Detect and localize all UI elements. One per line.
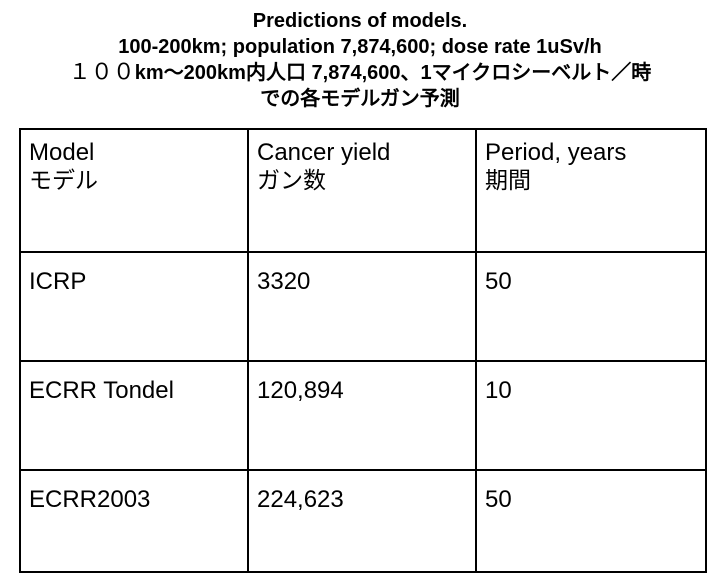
table-row: ECRR2003 224,623 50 — [19, 469, 707, 573]
cell-model: ICRP — [19, 251, 249, 362]
cell-cancer-yield: 3320 — [247, 251, 477, 362]
table-header-row: Model モデル Cancer yield ガン数 Period, years… — [19, 128, 707, 253]
header-model-en: Model — [29, 139, 95, 166]
table-row: ECRR Tondel 120,894 10 — [19, 360, 707, 471]
header-cancer-yield-en: Cancer yield — [257, 139, 391, 166]
model-predictions-table: Model モデル Cancer yield ガン数 Period, years… — [19, 128, 707, 573]
title-line-1: Predictions of models. — [252, 10, 468, 32]
header-period-en: Period, years — [485, 139, 627, 166]
title-line-3-fullwidth-digits: １００ — [68, 60, 135, 85]
table-row: ICRP 3320 50 — [19, 251, 707, 362]
cell-cancer-yield: 224,623 — [247, 469, 477, 573]
header-cell-period: Period, years 期間 — [475, 128, 707, 253]
title-line-4: での各モデルガン予測 — [260, 88, 460, 110]
header-cell-model: Model モデル — [19, 128, 249, 253]
title-line-3-rest: km〜200km内人口 7,874,600、1マイクロシーベルト／時 — [134, 62, 652, 84]
title-line-3: １００km〜200km内人口 7,874,600、1マイクロシーベルト／時 — [0, 60, 720, 86]
header-cancer-yield-jp: ガン数 — [257, 168, 326, 194]
cell-period: 50 — [475, 469, 707, 573]
header-model-jp: モデル — [29, 168, 98, 194]
cell-period: 50 — [475, 251, 707, 362]
slide-title: Predictions of models. 100-200km; popula… — [0, 8, 720, 112]
header-cell-cancer-yield: Cancer yield ガン数 — [247, 128, 477, 253]
title-line-2: 100-200km; population 7,874,600; dose ra… — [118, 36, 602, 58]
cell-model: ECRR Tondel — [19, 360, 249, 471]
slide: Predictions of models. 100-200km; popula… — [0, 8, 720, 573]
cell-cancer-yield: 120,894 — [247, 360, 477, 471]
cell-period: 10 — [475, 360, 707, 471]
cell-model: ECRR2003 — [19, 469, 249, 573]
header-period-jp: 期間 — [485, 168, 531, 194]
